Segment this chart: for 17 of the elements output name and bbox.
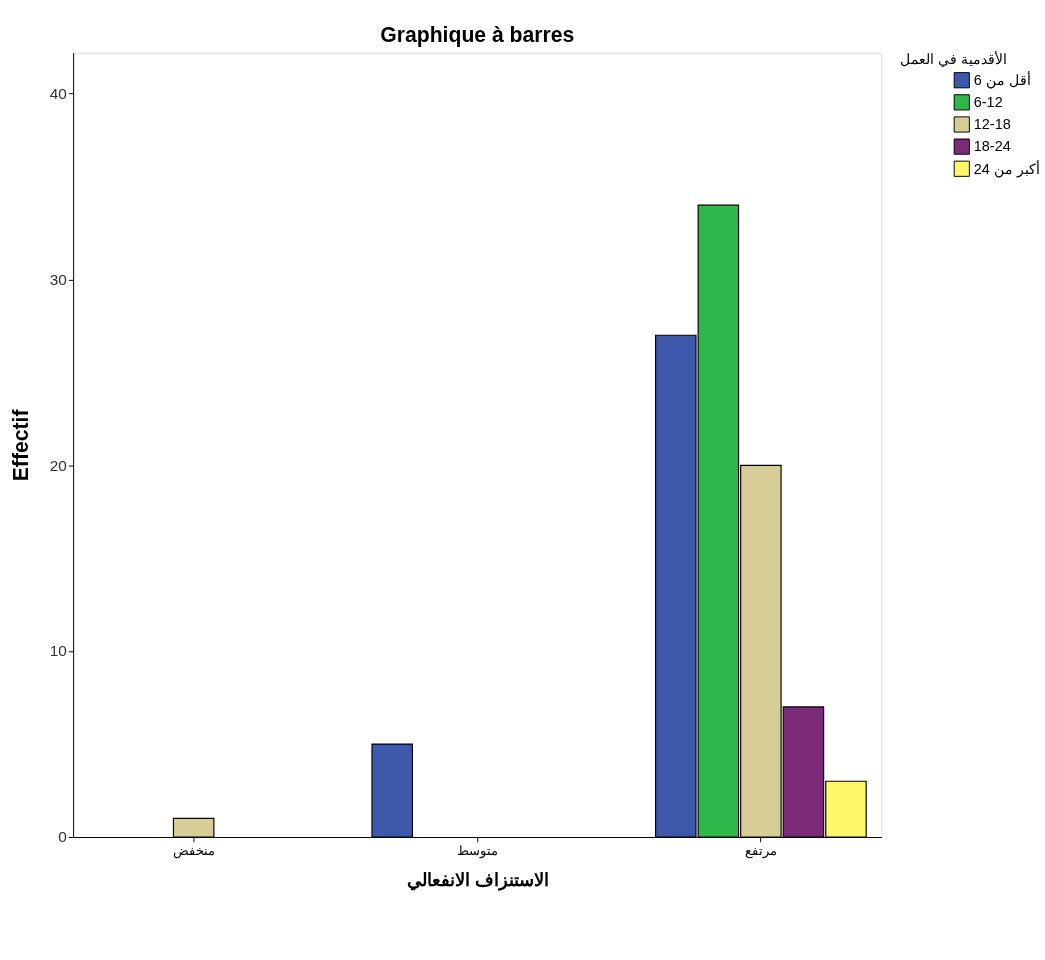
x-tick-label: متوسط — [456, 842, 498, 859]
x-tick-label: مرتفع — [744, 842, 777, 859]
y-tick-label: 0 — [58, 828, 67, 846]
y-tick-label: 20 — [49, 456, 67, 474]
x-tick-label: منخفض — [172, 842, 215, 859]
legend-title: الأقدمية في العمل — [900, 50, 1008, 68]
legend-label: 12-18 — [973, 116, 1011, 133]
y-tick-label: 10 — [49, 642, 67, 660]
y-tick-label: 40 — [49, 84, 67, 102]
y-axis-title: Effectif — [8, 408, 32, 482]
legend-label: 6-12 — [973, 94, 1003, 111]
chart-title: Graphique à barres — [380, 23, 575, 48]
legend-label: أكبر من 24 — [973, 158, 1040, 178]
y-tick-label: 30 — [49, 270, 67, 288]
legend-label: أقل من 6 — [973, 70, 1031, 90]
legend-label: 18-24 — [973, 138, 1011, 155]
x-axis-title: الاستنزاف الانفعالي — [406, 868, 549, 891]
